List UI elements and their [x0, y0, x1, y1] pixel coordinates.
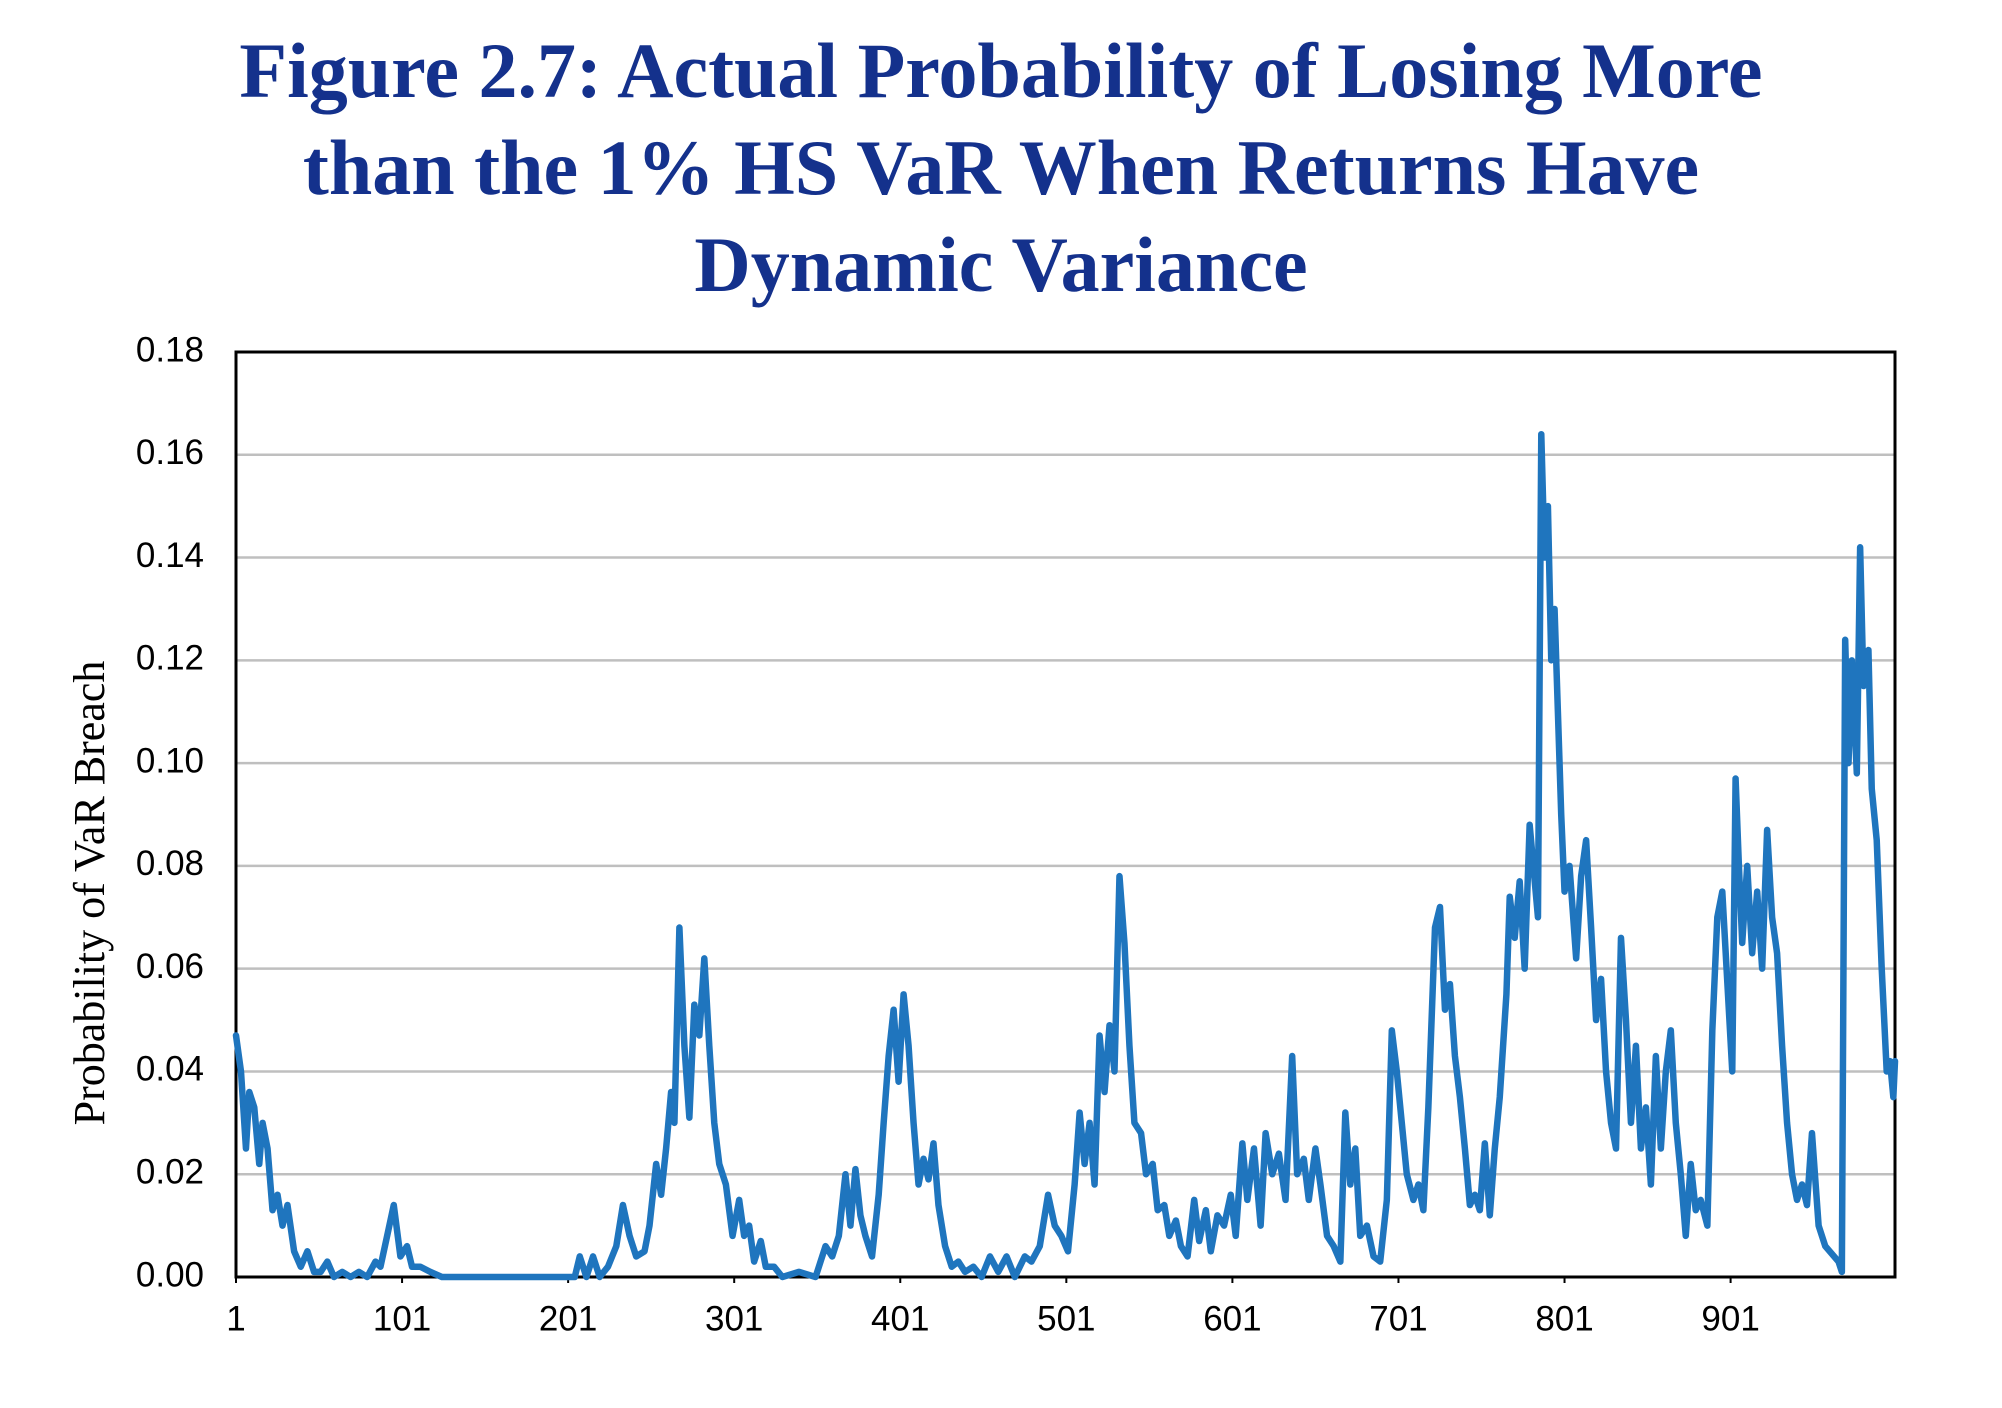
- x-tick-label: 901: [1701, 1299, 1759, 1338]
- x-tick-label: 701: [1369, 1299, 1427, 1338]
- x-tick-label: 301: [705, 1299, 763, 1338]
- y-tick-label: 0.00: [136, 1255, 204, 1294]
- chart-title: Figure 2.7: Actual Probability of Losing…: [239, 27, 1763, 308]
- plot-frame: [234, 350, 1897, 1279]
- y-tick-label: 0.18: [136, 330, 204, 369]
- y-tick-label: 0.04: [136, 1050, 204, 1089]
- x-tick-label: 201: [539, 1299, 597, 1338]
- y-tick-label: 0.10: [136, 741, 204, 780]
- x-tick-label: 601: [1203, 1299, 1261, 1338]
- x-tick-label: 101: [373, 1299, 431, 1338]
- x-tick-label: 401: [871, 1299, 929, 1338]
- y-tick-label: 0.02: [136, 1152, 204, 1191]
- y-tick-label: 0.12: [136, 639, 204, 678]
- y-tick-label: 0.16: [136, 433, 204, 472]
- x-tick-label: 801: [1535, 1299, 1593, 1338]
- y-axis-label: Probability of VaR Breach: [65, 661, 114, 1126]
- y-tick-label: 0.08: [136, 844, 204, 883]
- y-tick-label: 0.14: [136, 536, 204, 575]
- x-tick-label: 1: [226, 1299, 245, 1338]
- data-line: [232, 430, 1899, 1281]
- x-tick-label: 501: [1037, 1299, 1095, 1338]
- y-tick-label: 0.06: [136, 947, 204, 986]
